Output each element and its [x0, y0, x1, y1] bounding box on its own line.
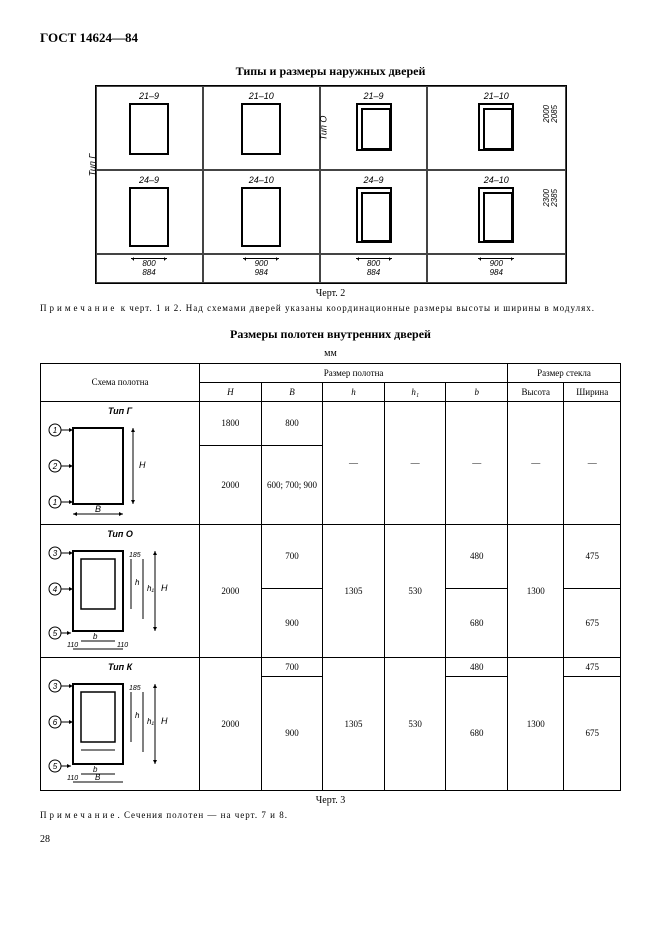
svg-text:H: H: [161, 583, 168, 593]
svg-text:6: 6: [53, 718, 58, 727]
th-col: b: [446, 382, 508, 401]
dim-h: 2385: [551, 189, 559, 207]
th-group1: Размер полотна: [200, 363, 508, 382]
svg-text:b: b: [93, 632, 98, 641]
svg-text:B: B: [95, 504, 101, 514]
schema-k: Тип К 3 6 5 185 h h₁ H 110 b B: [41, 657, 200, 790]
th-col: Высота: [508, 382, 564, 401]
td: 480: [446, 524, 508, 588]
th-col: h₁: [384, 382, 446, 401]
table-units: мм: [40, 348, 621, 359]
cell-label: 21–10: [484, 91, 509, 101]
td: 900: [261, 588, 323, 657]
note-label: Примечание: [40, 303, 117, 313]
dim-w: 884: [321, 269, 426, 278]
schema-type: Тип О: [43, 529, 197, 539]
dim-w: 984: [204, 269, 320, 278]
note-text: . Сечения полотен — на черт. 7 и 8.: [117, 810, 288, 820]
svg-text:110: 110: [117, 642, 128, 649]
svg-text:H: H: [139, 460, 146, 470]
dim-w: 884: [97, 269, 202, 278]
fig2-caption: Черт. 2: [40, 288, 621, 299]
td: 475: [564, 524, 621, 588]
svg-text:1: 1: [53, 498, 57, 507]
type-o-label: Тип О: [318, 116, 328, 141]
cell-label: 21–9: [139, 91, 159, 101]
td: —: [564, 401, 621, 524]
td: 900: [261, 676, 323, 790]
td: 680: [446, 676, 508, 790]
td: 680: [446, 588, 508, 657]
svg-text:h₁: h₁: [147, 584, 154, 593]
doc-header: ГОСТ 14624—84: [40, 30, 621, 46]
td: —: [508, 401, 564, 524]
svg-text:185: 185: [129, 685, 141, 692]
svg-text:110: 110: [67, 775, 78, 782]
svg-text:h: h: [135, 711, 140, 720]
dimensions-table: Схема полотна Размер полотна Размер стек…: [40, 363, 621, 791]
note-label: Примечание: [40, 810, 117, 820]
td: 600; 700; 900: [261, 445, 323, 524]
svg-text:3: 3: [53, 682, 58, 691]
schema-type: Тип Г: [43, 406, 197, 416]
note-text: к черт. 1 и 2. Над схемами дверей указан…: [117, 303, 595, 313]
cell-label: 24–9: [363, 175, 383, 185]
svg-text:1: 1: [53, 426, 57, 435]
schema-type: Тип К: [43, 662, 197, 672]
dim-w: 984: [428, 269, 565, 278]
cell-label: 21–9: [363, 91, 383, 101]
td: 475: [564, 657, 621, 676]
cell-label: 21–10: [249, 91, 274, 101]
td: 1300: [508, 657, 564, 790]
td: 2000: [200, 445, 262, 524]
svg-text:5: 5: [53, 762, 58, 771]
svg-text:5: 5: [53, 629, 58, 638]
th-schema: Схема полотна: [41, 363, 200, 401]
cell-label: 24–10: [249, 175, 274, 185]
cell-label: 24–9: [139, 175, 159, 185]
td: 1305: [323, 524, 385, 657]
dim-h: 2085: [551, 105, 559, 123]
th-col: h: [323, 382, 385, 401]
table-note: Примечание. Сечения полотен — на черт. 7…: [40, 810, 621, 820]
td: 530: [384, 524, 446, 657]
th-group2: Размер стекла: [508, 363, 621, 382]
td: —: [446, 401, 508, 524]
fig2-title: Типы и размеры наружных дверей: [40, 64, 621, 79]
td: —: [323, 401, 385, 524]
td: 675: [564, 676, 621, 790]
table-title: Размеры полотен внутренних дверей: [40, 327, 621, 342]
svg-text:h₁: h₁: [147, 717, 154, 726]
fig3-caption: Черт. 3: [40, 795, 621, 806]
page-number: 28: [40, 834, 621, 845]
td: 2000: [200, 657, 262, 790]
svg-text:3: 3: [53, 549, 58, 558]
td: 700: [261, 524, 323, 588]
td: —: [384, 401, 446, 524]
svg-text:h: h: [135, 578, 140, 587]
td: 800: [261, 401, 323, 445]
svg-text:B: B: [95, 773, 101, 782]
svg-text:H: H: [161, 716, 168, 726]
td: 1300: [508, 524, 564, 657]
td: 675: [564, 588, 621, 657]
schema-o: Тип О 3 4 5 185 h h₁ H 110 b 110: [41, 524, 200, 657]
td: 700: [261, 657, 323, 676]
td: 480: [446, 657, 508, 676]
th-col: B: [261, 382, 323, 401]
th-col: Ширина: [564, 382, 621, 401]
td: 1305: [323, 657, 385, 790]
fig2-note: Примечание к черт. 1 и 2. Над схемами дв…: [40, 303, 621, 313]
fig2-grid: Тип Г 21–9 21–10 Тип О 21–9 21–10 2000 2…: [95, 85, 567, 284]
svg-text:2: 2: [52, 462, 58, 471]
td: 530: [384, 657, 446, 790]
td: 2000: [200, 524, 262, 657]
td: 1800: [200, 401, 262, 445]
svg-text:4: 4: [53, 585, 58, 594]
schema-g: Тип Г 1 2 1 H B: [41, 401, 200, 524]
svg-text:110: 110: [67, 642, 78, 649]
cell-label: 24–10: [484, 175, 509, 185]
th-col: H: [200, 382, 262, 401]
svg-text:185: 185: [129, 552, 141, 559]
